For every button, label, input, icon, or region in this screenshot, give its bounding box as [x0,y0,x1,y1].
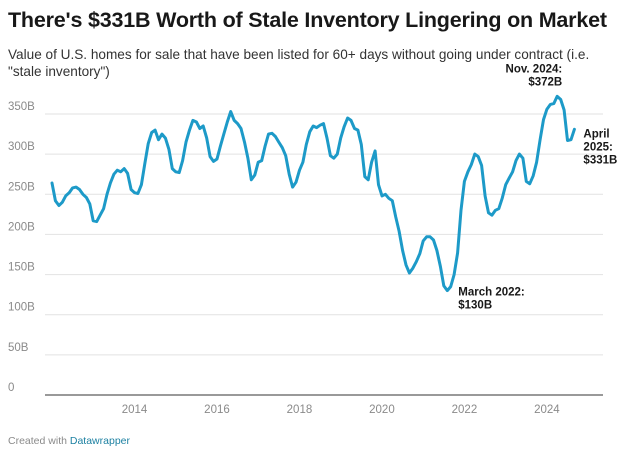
y-tick-label: 300B [8,141,35,153]
y-tick-label: 0 [8,382,14,394]
y-tick-label: 50B [8,342,29,354]
annotation-label: $130B [458,300,492,312]
gridlines [45,113,603,396]
x-axis: 2014 2016 2018 2020 2022 2024 [122,404,561,416]
footer-credit: Created with Datawrapper [8,435,130,447]
y-axis: 0 50B 100B 150B 200B 250B 300B 350B [8,101,35,394]
annotation-label: $331B [583,154,617,166]
x-tick-label: 2016 [204,404,230,416]
chart-subtitle: Value of U.S. homes for sale that have b… [8,47,590,79]
y-tick-label: 200B [8,221,35,233]
series-line [50,94,576,293]
x-tick-label: 2024 [534,404,560,416]
annotation-label: $372B [528,76,562,88]
x-tick-label: 2022 [452,404,478,416]
y-tick-label: 350B [8,101,35,113]
footer-created-with: Created with [8,435,67,447]
annotation-label: Nov. 2024: [506,63,563,75]
chart-title: There's $331B Worth of Stale Inventory L… [8,8,607,32]
annotation-label: April [583,128,609,140]
annotation-label: 2025: [583,141,612,153]
x-tick-label: 2014 [122,404,148,416]
x-tick-label: 2018 [287,404,313,416]
footer-datawrapper-link[interactable]: Datawrapper [69,435,130,447]
y-tick-label: 100B [8,302,35,314]
annotation-label: March 2022: [458,287,524,299]
y-tick-label: 150B [8,262,35,274]
x-tick-label: 2020 [369,404,395,416]
y-tick-label: 250B [8,181,35,193]
